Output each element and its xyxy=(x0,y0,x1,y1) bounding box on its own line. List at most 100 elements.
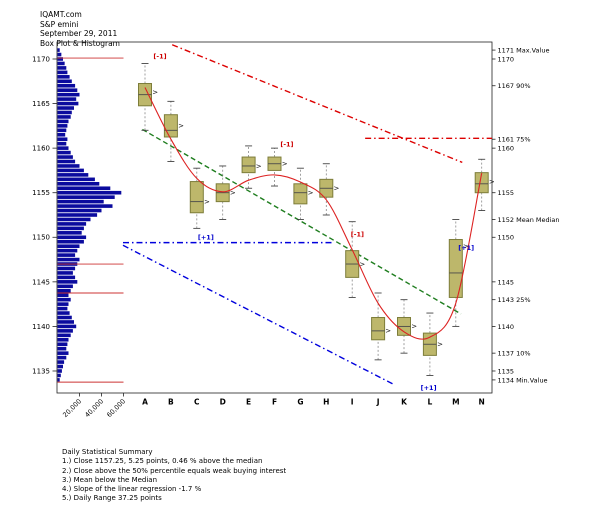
close-marker-A: > xyxy=(152,89,158,97)
histogram-bar xyxy=(57,132,66,137)
histogram-bar xyxy=(57,181,100,186)
y-axis-left-label: 1145 xyxy=(32,278,50,286)
histogram-bar xyxy=(57,342,68,347)
histogram-bar xyxy=(57,70,68,75)
y-axis-right-label: 1152 Mean Median xyxy=(498,216,560,224)
y-axis-right-label: 1170 xyxy=(498,55,515,63)
histogram-bar xyxy=(57,217,91,222)
histogram-bar xyxy=(57,57,63,61)
upper-channel-line xyxy=(171,44,463,164)
y-axis-left-label: 1140 xyxy=(32,323,50,331)
histogram-bar xyxy=(57,88,78,92)
close-marker-I: > xyxy=(359,260,365,268)
signal-annotation: [-1] xyxy=(280,141,293,149)
histogram-x-label: 40,000 xyxy=(83,397,105,419)
category-label-B: B xyxy=(168,398,174,407)
histogram-bar xyxy=(57,115,71,119)
y-axis-right-label: 1167 90% xyxy=(498,82,531,90)
close-marker-H: > xyxy=(334,185,340,193)
category-label-M: M xyxy=(452,398,459,407)
y-axis-right-label: 1143 25% xyxy=(498,296,531,304)
y-axis-left-label: 1160 xyxy=(32,145,50,153)
category-label-N: N xyxy=(479,398,485,407)
category-label-A: A xyxy=(142,398,148,407)
category-label-E: E xyxy=(246,398,251,407)
histogram-bar xyxy=(57,83,76,88)
category-label-K: K xyxy=(401,398,408,407)
histogram-bar xyxy=(57,106,74,110)
histogram-bar xyxy=(57,66,67,70)
histogram-bar xyxy=(57,168,84,173)
histogram-bar xyxy=(57,337,69,342)
y-axis-right-label: 1137 10% xyxy=(498,350,531,358)
histogram-bar xyxy=(57,52,62,57)
histogram-bar xyxy=(57,302,69,306)
close-marker-B: > xyxy=(178,122,184,130)
close-marker-J: > xyxy=(385,327,391,335)
histogram-bar xyxy=(57,190,122,195)
summary-line-5: 5.) Daily Range 37.25 points xyxy=(62,494,162,503)
chart-type-label: Box Plot & Histogram xyxy=(40,38,120,48)
histogram-bar xyxy=(57,355,67,360)
histogram-bar xyxy=(57,128,67,133)
histogram-bar xyxy=(57,275,76,280)
summary-line-3: 3.) Mean below the Median xyxy=(62,475,158,484)
histogram-bar xyxy=(57,351,69,355)
close-marker-F: > xyxy=(282,160,288,168)
histogram-bar xyxy=(57,329,73,333)
close-marker-C: > xyxy=(204,198,210,206)
summary-title: Daily Statistical Summary xyxy=(62,448,153,456)
signal-annotation: [+1] xyxy=(458,244,474,252)
close-marker-L: > xyxy=(437,341,443,349)
histogram-bar xyxy=(57,360,65,364)
histogram-bar xyxy=(57,137,68,142)
histogram-bar xyxy=(57,288,71,293)
histogram-bar xyxy=(57,97,77,101)
histogram-bar xyxy=(57,177,95,182)
signal-annotation: [+1] xyxy=(198,233,214,241)
summary-line-2: 2.) Close above the 50% percentile equal… xyxy=(62,466,287,475)
histogram-bar xyxy=(57,333,71,338)
histogram-bar xyxy=(57,213,98,217)
lower-channel-line xyxy=(122,244,394,385)
y-axis-right-label: 1135 xyxy=(498,367,515,375)
site-name: IQAMT.com xyxy=(40,10,82,19)
histogram-bar xyxy=(57,61,65,66)
histogram-x-label-group: 40,000 xyxy=(83,397,105,419)
histogram-bar xyxy=(57,186,111,191)
signal-annotation: [-1] xyxy=(351,231,364,239)
y-axis-right-label: 1134 Min.Value xyxy=(498,376,548,384)
histogram-bar xyxy=(57,346,67,351)
histogram-bar xyxy=(57,320,74,324)
histogram-bar xyxy=(57,248,78,253)
histogram-bar xyxy=(57,297,71,302)
signal-annotation: [-1] xyxy=(153,52,166,60)
histogram-bar xyxy=(57,226,84,231)
y-axis-right-label: 1161 75% xyxy=(498,136,531,144)
histogram-bar xyxy=(57,369,62,373)
histogram-x-label-group: 60,000 xyxy=(105,397,127,419)
box-B xyxy=(163,114,178,138)
histogram-bar xyxy=(57,280,78,284)
histogram-bar xyxy=(57,378,60,382)
histogram-bar xyxy=(57,284,73,289)
signal-annotation: [+1] xyxy=(421,384,437,392)
y-axis-left-label: 1155 xyxy=(32,189,50,197)
box-E xyxy=(241,156,256,174)
histogram-bar xyxy=(57,311,70,315)
histogram-x-label: 60,000 xyxy=(105,397,127,419)
close-marker-N: > xyxy=(489,178,495,186)
y-axis-left-label: 1150 xyxy=(32,234,50,242)
chart-date: September 29, 2011 xyxy=(40,29,118,38)
histogram-bar xyxy=(57,110,72,115)
y-axis-right-label: 1155 xyxy=(498,189,515,197)
box-N xyxy=(474,172,489,194)
histogram-bar xyxy=(57,253,76,257)
close-marker-G: > xyxy=(308,189,314,197)
plot-frame xyxy=(56,41,493,394)
histogram-bar xyxy=(57,324,77,329)
histogram-bar xyxy=(57,164,80,168)
histogram-bar xyxy=(57,79,72,84)
histogram-bar xyxy=(57,75,70,79)
